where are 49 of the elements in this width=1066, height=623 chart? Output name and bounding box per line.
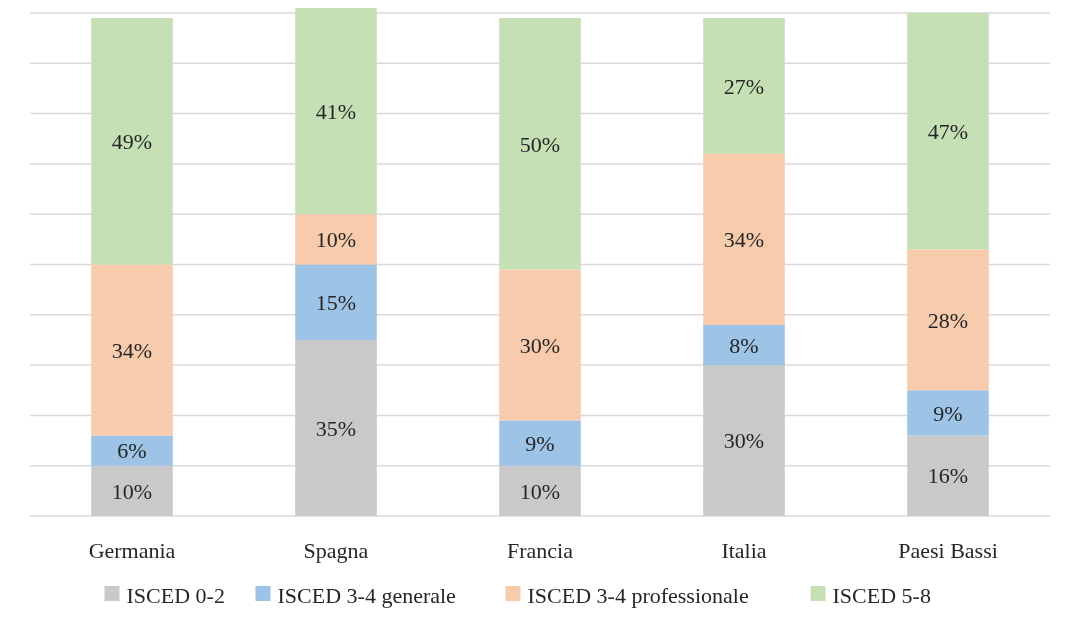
data-label: 16%: [927, 463, 969, 489]
data-label: 47%: [927, 118, 969, 144]
bar: [703, 365, 785, 516]
data-label: 9%: [933, 400, 963, 426]
bar: [499, 269, 581, 421]
bar: [703, 18, 785, 154]
x-tick-label: Paesi Bassi: [898, 538, 998, 563]
bar: [499, 420, 581, 466]
bar: [703, 153, 785, 325]
x-tick-label: Francia: [507, 538, 574, 563]
data-label: 6%: [117, 438, 147, 464]
x-tick-label: Germania: [88, 538, 176, 563]
data-label: 28%: [927, 307, 969, 333]
bar: [91, 465, 173, 516]
bar: [907, 435, 989, 516]
data-label: 9%: [525, 430, 555, 456]
data-label: 41%: [315, 98, 357, 124]
data-label: 49%: [111, 128, 153, 154]
legend-label: ISCED 0-2: [126, 582, 225, 608]
bar: [295, 8, 377, 215]
data-label: 10%: [519, 478, 561, 504]
data-label: 10%: [315, 227, 357, 253]
bar: [907, 13, 989, 250]
bar: [703, 324, 785, 366]
bar: [91, 264, 173, 436]
data-label: 15%: [315, 289, 357, 315]
bar: [499, 18, 581, 270]
data-label: 34%: [111, 337, 153, 363]
x-tick-label: Italia: [721, 538, 767, 563]
bar: [907, 390, 989, 436]
data-label: 35%: [315, 415, 357, 441]
bar: [295, 214, 377, 265]
data-label: 30%: [723, 428, 765, 454]
legend-label: ISCED 3-4 generale: [277, 582, 456, 608]
legend-label: ISCED 5-8: [832, 582, 931, 608]
bar: [499, 465, 581, 516]
legend-label: ISCED 3-4 professionale: [527, 582, 749, 608]
data-label: 34%: [723, 227, 765, 253]
bar: [295, 264, 377, 340]
data-label: 30%: [519, 332, 561, 358]
bar: [91, 435, 173, 466]
bar: [907, 249, 989, 391]
bar: [91, 18, 173, 265]
data-label: 50%: [519, 131, 561, 157]
x-tick-label: Spagna: [303, 538, 369, 563]
data-label: 8%: [729, 332, 759, 358]
data-label: 10%: [111, 478, 153, 504]
bar: [295, 339, 377, 516]
data-label: 27%: [723, 73, 765, 99]
